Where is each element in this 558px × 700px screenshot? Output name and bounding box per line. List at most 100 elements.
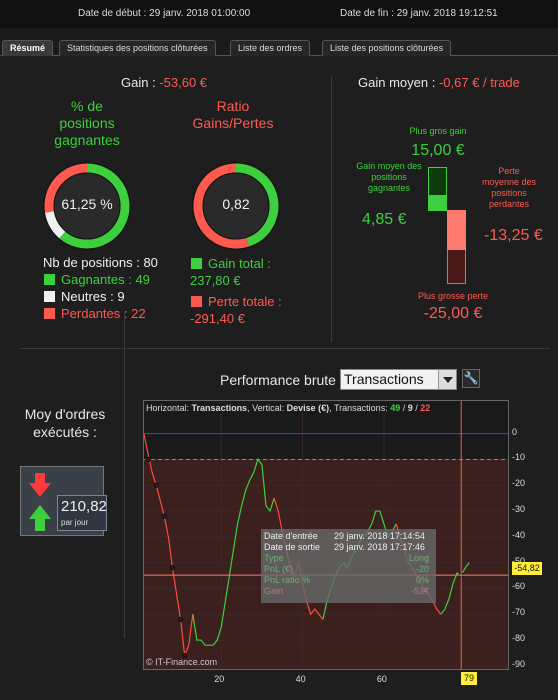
trade-marker bbox=[181, 652, 188, 659]
end-date-label: Date de fin : bbox=[340, 8, 394, 19]
donut-loss-arc bbox=[44, 163, 88, 213]
chart-header-h-value: Transactions bbox=[191, 403, 248, 413]
performance-chart-svg bbox=[144, 401, 508, 669]
win-pct-title: % de positions gagnantes bbox=[54, 98, 120, 148]
y-tick-label: 0 bbox=[512, 426, 518, 437]
tooltip-pnl-pct-value: 0% bbox=[415, 575, 429, 585]
chart-header-h-label: Horizontal: bbox=[146, 403, 190, 413]
plus-grosse-perte-value: -25,00 € bbox=[423, 305, 483, 322]
perf-axis-select[interactable]: Transactions bbox=[340, 369, 457, 390]
gain-title: Gain : -53,60 € bbox=[121, 75, 207, 90]
horizontal-divider bbox=[20, 348, 550, 349]
perdantes-swatch bbox=[43, 307, 56, 320]
gain-moyen-label: Gain moyen : bbox=[358, 75, 436, 90]
perte-totale: Perte totale : -291,40 € bbox=[190, 293, 300, 327]
chevron-down-icon[interactable] bbox=[438, 370, 456, 389]
tab-resume[interactable]: Résumé bbox=[2, 40, 54, 56]
y-tick-label: -40 bbox=[512, 529, 526, 540]
gain-total: Gain total : 237,80 € bbox=[190, 255, 300, 289]
moy-value-box: 210,82 par jour bbox=[57, 495, 107, 531]
top-bar: Date de début : 29 janv. 2018 01:00:00 D… bbox=[0, 0, 558, 28]
tooltip-gain-label: Gain bbox=[264, 586, 284, 596]
copyright: © IT-Finance.com bbox=[146, 657, 218, 667]
gain-moyen-title: Gain moyen : -0,67 € / trade bbox=[358, 75, 520, 90]
start-date-value: 29 janv. 2018 01:00:00 bbox=[149, 8, 251, 19]
moy-unit: par jour bbox=[61, 518, 89, 527]
moy-box: 210,82 par jour bbox=[20, 466, 107, 536]
tab-statistiques[interactable]: Statistiques des positions clôturées bbox=[59, 40, 216, 56]
tooltip-entry-label: Date d'entrée bbox=[264, 531, 318, 541]
gain-moyen-value: -0,67 € / trade bbox=[438, 75, 520, 90]
y-tick-label: -70 bbox=[512, 607, 526, 618]
tooltip-exit-label: Date de sortie bbox=[264, 542, 321, 552]
perdantes: Perdantes : 22 bbox=[43, 306, 146, 321]
trade-marker bbox=[145, 456, 151, 463]
plus-gros-gain-label: Plus gros gain bbox=[409, 126, 467, 136]
x-tick-label: 40 bbox=[295, 674, 306, 684]
ratio-loss-arc bbox=[193, 163, 250, 249]
plus-gros-gain-value: 15,00 € bbox=[411, 142, 465, 159]
win-donut-hole bbox=[53, 172, 121, 240]
x-cursor-marker: 79 bbox=[461, 672, 477, 685]
ratio-gain-arc bbox=[235, 163, 279, 247]
performance-chart[interactable] bbox=[143, 400, 509, 670]
chart-header-v-value: Devise (€) bbox=[286, 403, 330, 413]
tooltip-entry-value: 29 janv. 2018 17:14:54 bbox=[334, 531, 425, 541]
ratio-title: Ratio Gains/Pertes bbox=[192, 98, 274, 131]
perf-title: Performance brute bbox=[220, 372, 336, 388]
chart-header-loss: 22 bbox=[420, 403, 431, 413]
start-date: Date de début : 29 janv. 2018 01:00:00 bbox=[78, 8, 250, 19]
gain-total-swatch bbox=[190, 257, 203, 270]
y-tick-label: -10 bbox=[512, 452, 526, 463]
y-tick-label: -90 bbox=[512, 658, 526, 669]
y-tick-label: -80 bbox=[512, 633, 526, 644]
end-date-value: 29 janv. 2018 19:12:51 bbox=[396, 8, 498, 19]
perf-axis-select-value: Transactions bbox=[344, 371, 424, 387]
gain-label: Gain : bbox=[121, 75, 156, 90]
perte-moyenne-bar bbox=[447, 210, 466, 250]
tooltip-type: Type Long bbox=[264, 553, 433, 564]
series-line-5 bbox=[440, 562, 470, 615]
tooltip-pnl-pct-label: PnL ratio % bbox=[264, 575, 311, 585]
vertical-divider bbox=[331, 76, 332, 342]
y-tick-label: -60 bbox=[512, 581, 526, 592]
buy-sell-arrows-icon bbox=[29, 473, 51, 531]
win-pct-value: 61,25 % bbox=[61, 196, 113, 212]
gain-value: -53,60 € bbox=[159, 75, 208, 90]
ratio-donut bbox=[192, 162, 280, 250]
perte-moyenne-value: -13,25 € bbox=[484, 227, 543, 244]
tooltip-type-label: Type bbox=[264, 553, 284, 563]
moy-value: 210,82 bbox=[61, 498, 107, 515]
x-tick-label: 60 bbox=[376, 674, 387, 684]
chart-tooltip: Date d'entrée 29 janv. 2018 17:14:54 Date… bbox=[261, 529, 436, 603]
y-cursor-marker: -54,82 bbox=[512, 562, 542, 575]
perte-totale-swatch bbox=[190, 295, 203, 308]
ratio-donut-ring bbox=[193, 163, 279, 249]
win-donut-ring bbox=[44, 163, 130, 249]
tooltip-gain: Gain -53€ bbox=[264, 586, 433, 597]
chart-header-win: 49 bbox=[390, 403, 401, 413]
tab-liste-ordres[interactable]: Liste des ordres bbox=[230, 40, 311, 56]
trade-marker bbox=[153, 482, 159, 488]
ratio-donut-hole bbox=[202, 172, 270, 240]
gain-moyen-pos-label: Gain moyen des positions gagnantes bbox=[356, 161, 422, 193]
gain-moyen-pos-value: 4,85 € bbox=[362, 211, 407, 228]
gagnantes-swatch bbox=[43, 273, 56, 286]
gagnantes-text: Gagnantes : 49 bbox=[61, 272, 150, 287]
tooltip-pnl: PnL (€) -20 bbox=[264, 564, 433, 575]
series-line-1 bbox=[192, 458, 275, 646]
trade-marker bbox=[169, 565, 176, 571]
tab-bar: Résumé Statistiques des positions clôtur… bbox=[0, 38, 558, 56]
tooltip-gain-value: -53€ bbox=[410, 586, 429, 596]
y-tick-label: -30 bbox=[512, 504, 526, 515]
trade-marker bbox=[177, 616, 184, 623]
wrench-icon[interactable]: 🔧 bbox=[462, 369, 480, 388]
tab-liste-positions[interactable]: Liste des positions clôturées bbox=[322, 40, 452, 56]
donut-neutral-arc bbox=[45, 211, 66, 239]
x-tick-label: 20 bbox=[214, 674, 225, 684]
gagnantes: Gagnantes : 49 bbox=[43, 272, 150, 287]
chart-header: Horizontal: Transactions, Vertical: Devi… bbox=[146, 403, 431, 413]
tooltip-type-value: Long bbox=[408, 553, 429, 563]
neutres: Neutres : 9 bbox=[43, 289, 125, 304]
neutres-text: Neutres : 9 bbox=[61, 289, 125, 304]
